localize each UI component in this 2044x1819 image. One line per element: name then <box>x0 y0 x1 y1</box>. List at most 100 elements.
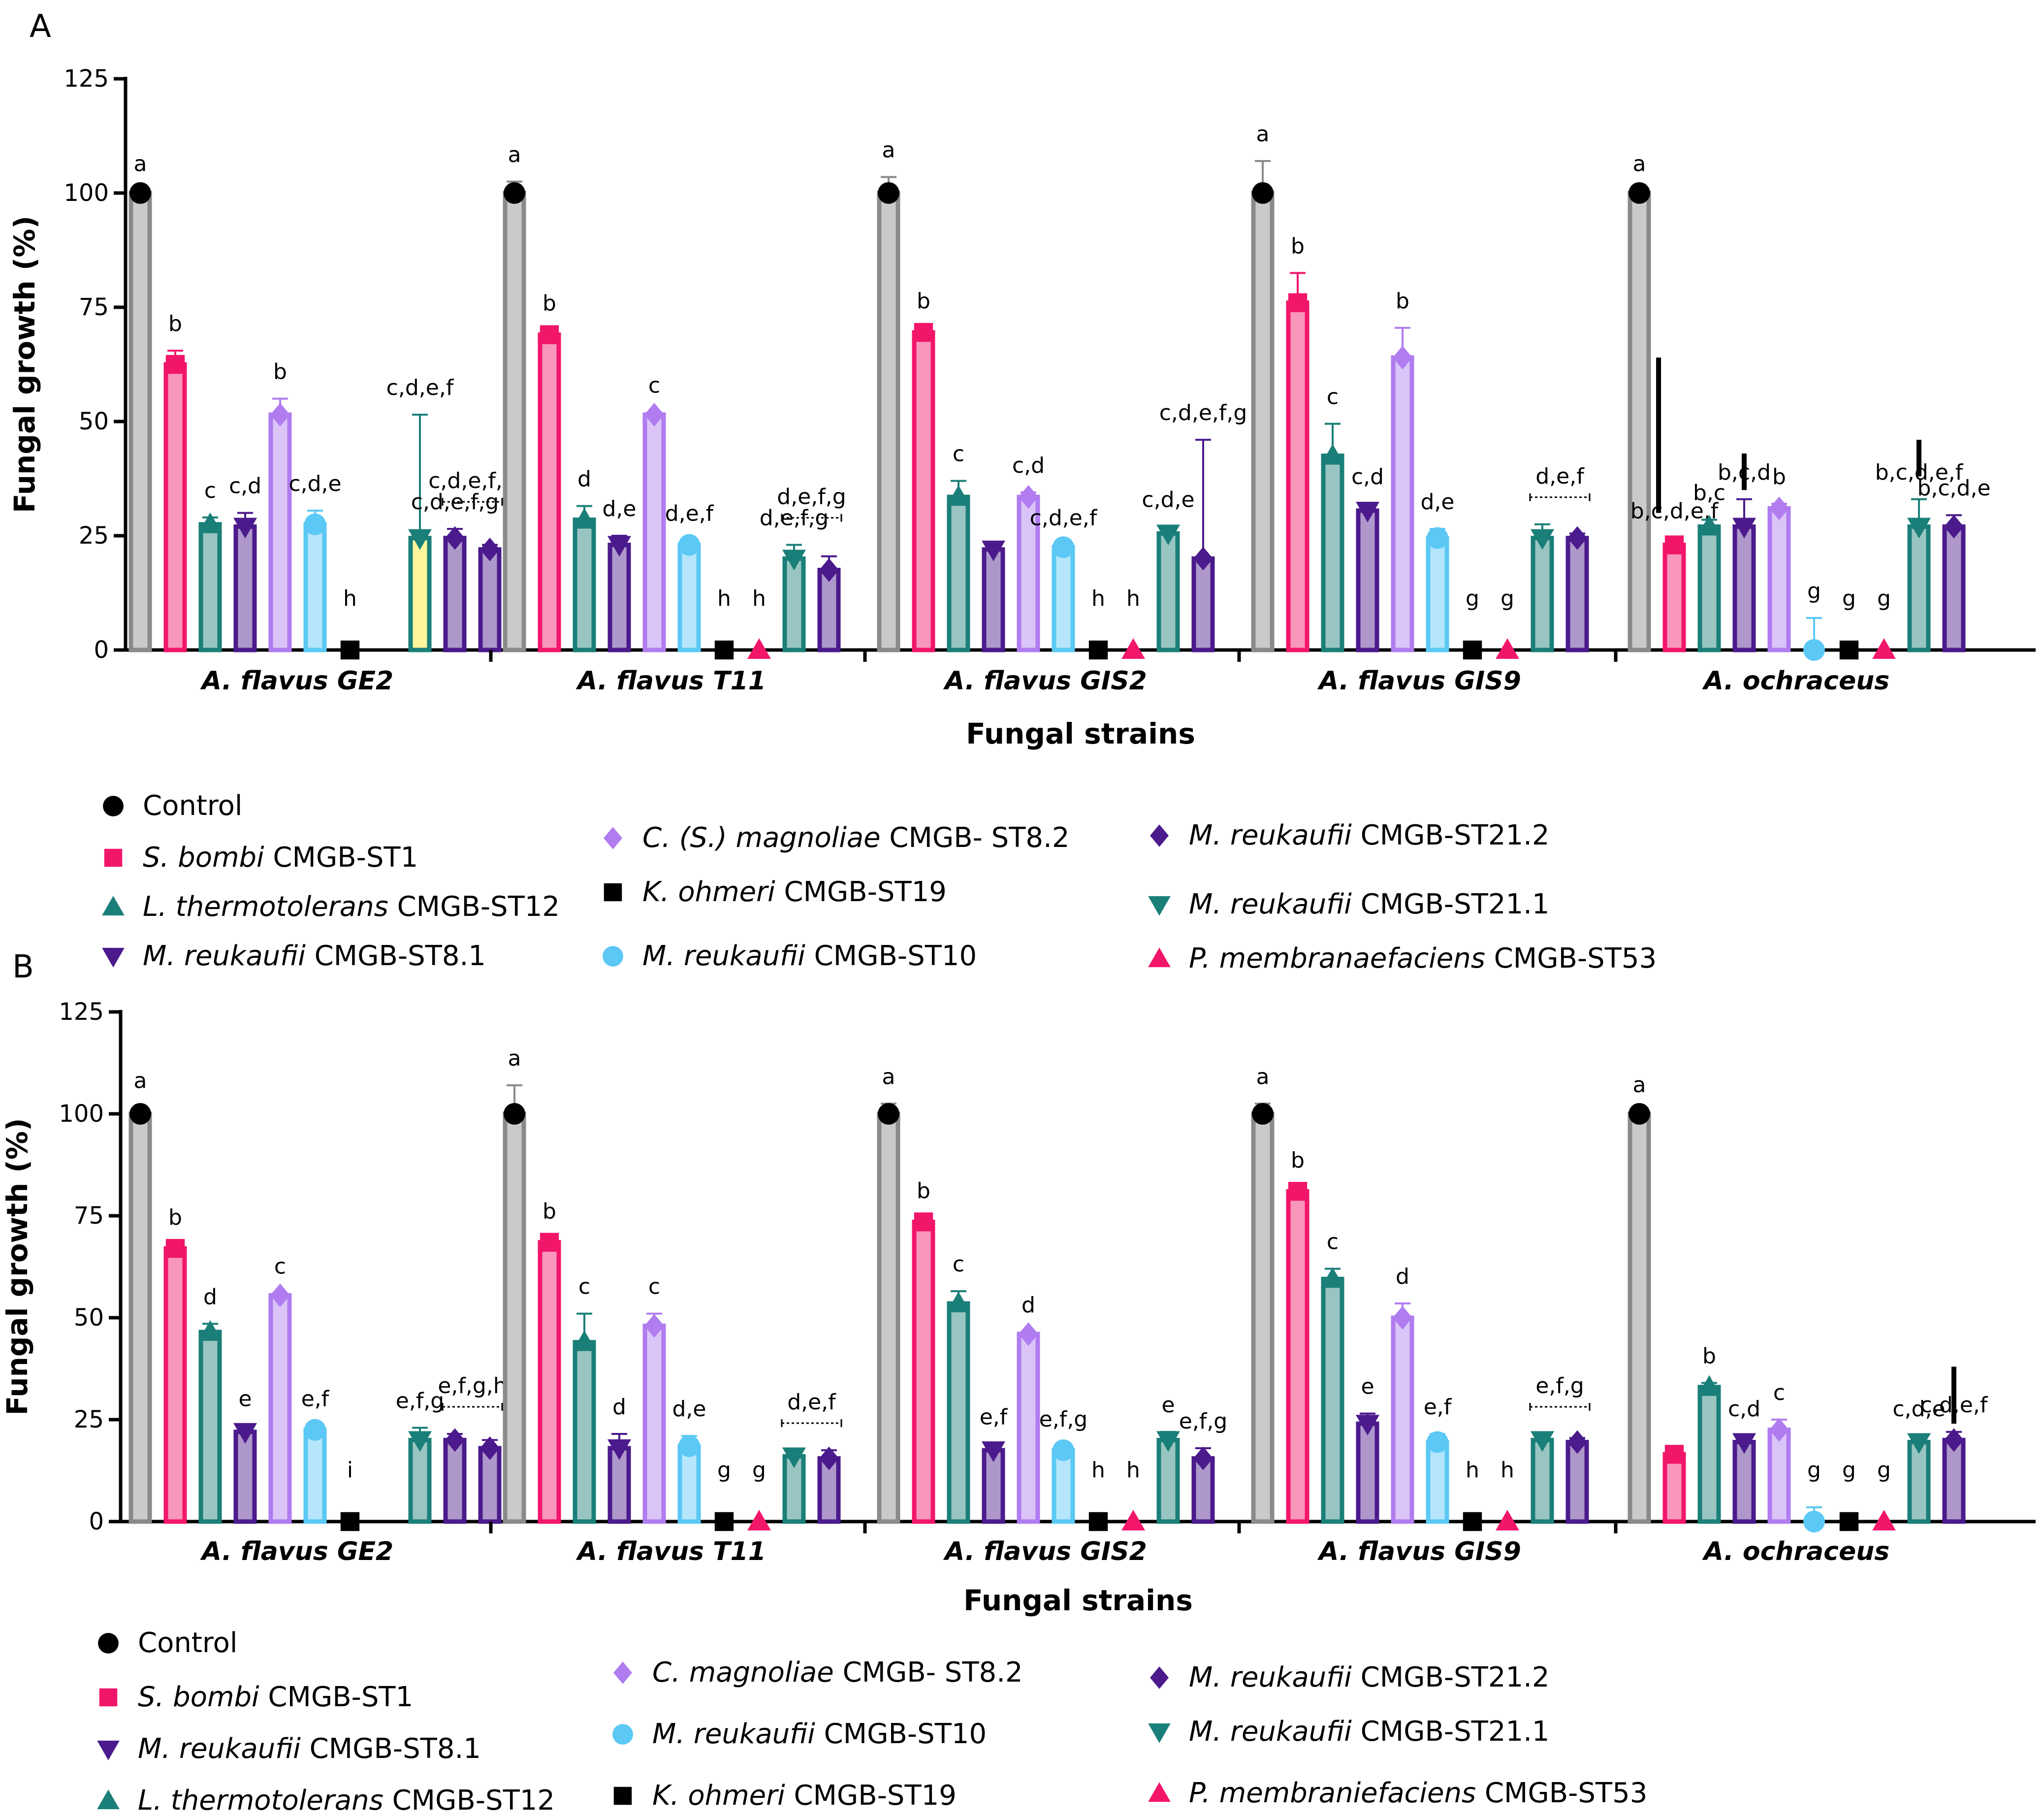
bar <box>128 1111 152 1524</box>
data-point <box>1839 1512 1859 1531</box>
bar <box>1356 508 1379 652</box>
legend-marker-icon <box>604 883 622 902</box>
bar <box>1697 1385 1721 1524</box>
significance-letter: c <box>274 1254 286 1279</box>
significance-letter: c,d,e <box>1892 1397 1945 1422</box>
significance-letter: g <box>1501 586 1514 611</box>
bar <box>1907 524 1931 652</box>
data-point <box>1872 638 1896 659</box>
data-point <box>1053 1439 1074 1462</box>
data-point <box>1121 1510 1145 1530</box>
bracket-label: e,f,g <box>1535 1373 1584 1398</box>
legend-marker-icon <box>103 796 124 816</box>
data-point <box>540 325 559 344</box>
data-point <box>129 182 151 204</box>
data-point <box>678 1435 700 1457</box>
legend-species: M. reukaufii <box>1189 888 1352 920</box>
legend-strain: CMGB-ST21.2 <box>1352 1661 1550 1693</box>
data-point <box>1732 1433 1756 1454</box>
data-point <box>1697 515 1721 536</box>
significance-letter: a <box>882 138 895 163</box>
data-point <box>914 323 933 342</box>
data-point <box>1252 182 1274 204</box>
group-label: A. flavus T11 <box>575 1537 766 1566</box>
significance-letter: c,d,e,f,g <box>1159 400 1247 425</box>
legend-strain: CMGB-ST1 <box>259 1681 414 1713</box>
bar <box>877 191 900 652</box>
data-point <box>408 529 432 550</box>
bar <box>408 1437 432 1524</box>
legend-strain: CMGB-ST10 <box>815 1718 987 1750</box>
data-point <box>1907 1433 1931 1454</box>
significance-letter: b <box>1291 1148 1305 1173</box>
data-point <box>714 640 734 660</box>
bar <box>198 1330 222 1524</box>
legend-label: M. reukaufii CMGB-ST21.2 <box>1189 1661 1550 1693</box>
bar <box>1942 1437 1966 1524</box>
data-point <box>198 1320 222 1341</box>
data-point <box>914 1212 933 1232</box>
bar <box>1907 1440 1931 1524</box>
significance-letter: a <box>134 1069 147 1094</box>
legend-label: S. bombi CMGB-ST1 <box>138 1681 413 1713</box>
bar <box>408 536 432 652</box>
legend-marker-icon <box>1150 824 1169 847</box>
significance-letter: g <box>1877 586 1891 611</box>
data-point <box>1356 1415 1379 1436</box>
significance-letter: c <box>953 442 964 467</box>
legend-marker-icon <box>1148 1782 1171 1802</box>
bar <box>1662 543 1686 652</box>
legend-marker-icon <box>604 827 622 849</box>
legend-species: M. reukaufii <box>652 1718 815 1750</box>
data-point <box>504 1103 525 1125</box>
legend-item: Control <box>103 790 242 822</box>
bar <box>1286 300 1309 652</box>
legend-marker-icon <box>1148 947 1171 968</box>
data-point <box>644 1314 664 1338</box>
legend-label: M. reukaufii CMGB-ST10 <box>642 940 977 972</box>
legend-item: M. reukaufii CMGB-ST21.2 <box>1150 819 1550 851</box>
bar <box>1191 556 1215 652</box>
data-point <box>1356 501 1379 522</box>
bar <box>128 191 152 652</box>
significance-letter: h <box>1091 1458 1105 1483</box>
bar <box>478 1446 502 1524</box>
legend-strain: CMGB-ST1 <box>264 842 418 874</box>
legend-marker-icon <box>99 1688 118 1707</box>
bar <box>1321 454 1344 652</box>
legend-label: C. (S.) magnoliae CMGB- ST8.2 <box>642 822 1069 854</box>
significance-letter: b <box>1291 233 1305 259</box>
data-point <box>1664 535 1684 554</box>
y-tick-label: 125 <box>59 998 104 1026</box>
bar <box>1628 1111 1651 1524</box>
data-point <box>1288 293 1308 312</box>
bar <box>1251 1111 1275 1524</box>
data-point <box>340 640 360 660</box>
data-point <box>573 508 596 529</box>
data-point <box>1496 638 1519 659</box>
significance-letter: c <box>578 1274 590 1299</box>
legend-strain: CMGB-ST12 <box>383 1785 555 1817</box>
significance-letter: c,d <box>1012 453 1045 478</box>
significance-letter: b <box>1702 1343 1716 1368</box>
bar <box>817 568 841 652</box>
legend-label: M. reukaufii CMGB-ST8.1 <box>138 1733 481 1765</box>
legend-strain: CMGB-ST19 <box>775 876 947 908</box>
bar <box>443 1437 467 1524</box>
data-point <box>982 540 1005 561</box>
legend-strain: CMGB-ST21.2 <box>1352 819 1550 851</box>
y-tick-label: 125 <box>64 65 109 93</box>
data-point <box>1872 1510 1896 1530</box>
legend-marker-icon <box>612 1724 633 1745</box>
data-point <box>1288 1182 1308 1201</box>
bar <box>1052 545 1075 652</box>
significance-letter: g <box>752 1458 766 1483</box>
group-label: A. flavus GIS2 <box>943 1537 1147 1566</box>
data-point <box>678 534 700 556</box>
significance-letter: e <box>1361 1374 1374 1399</box>
legend-strain: CMGB-ST10 <box>805 940 977 972</box>
bar <box>503 191 526 652</box>
data-point <box>1839 640 1859 660</box>
significance-letter: a <box>1633 151 1646 176</box>
legend-strain: CMGB- ST8.2 <box>834 1657 1023 1689</box>
